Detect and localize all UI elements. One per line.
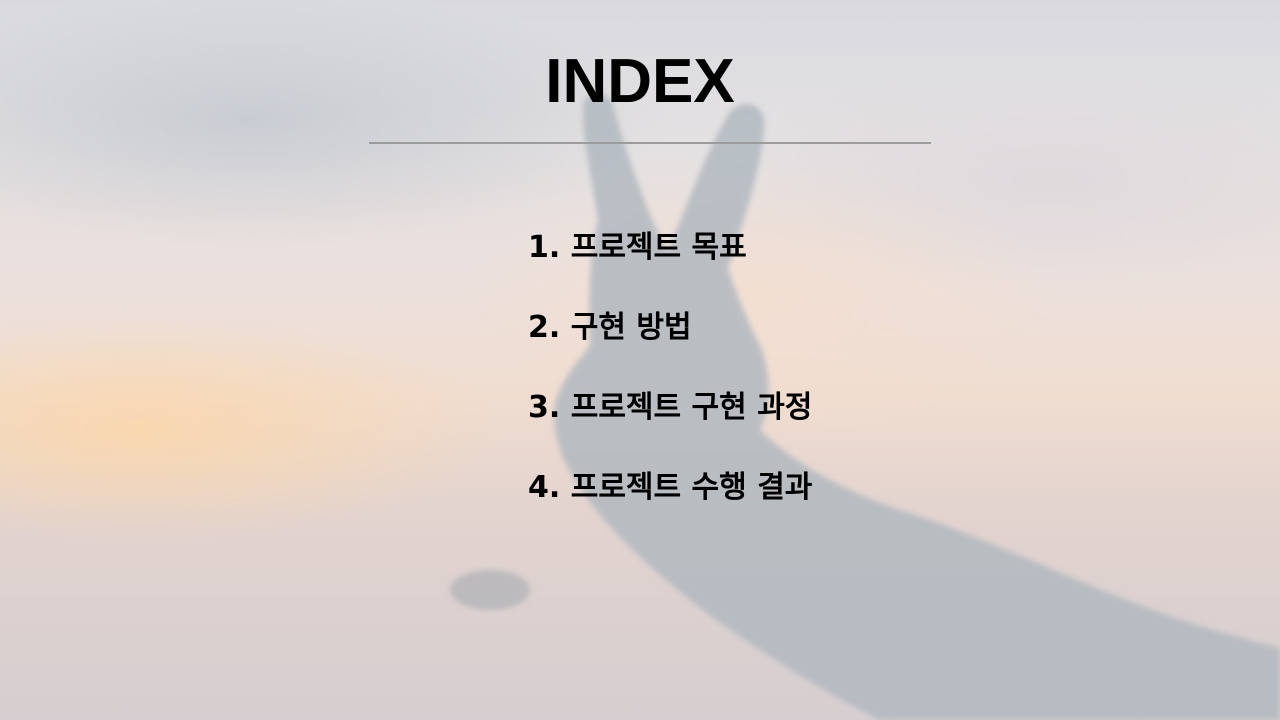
index-item-3: 3. 프로젝트 구현 과정: [528, 390, 813, 425]
index-list: 1. 프로젝트 목표 2. 구현 방법 3. 프로젝트 구현 과정 4. 프로젝…: [528, 222, 812, 542]
index-item-4: 4. 프로젝트 수행 결과: [528, 470, 813, 505]
hand-shape: [554, 94, 1280, 720]
index-item-1: 1. 프로젝트 목표: [528, 230, 747, 265]
background-blur-spot: [450, 570, 530, 610]
index-item-2: 2. 구현 방법: [528, 310, 692, 345]
slide-title: INDEX: [545, 47, 735, 116]
title-divider: [369, 142, 931, 144]
